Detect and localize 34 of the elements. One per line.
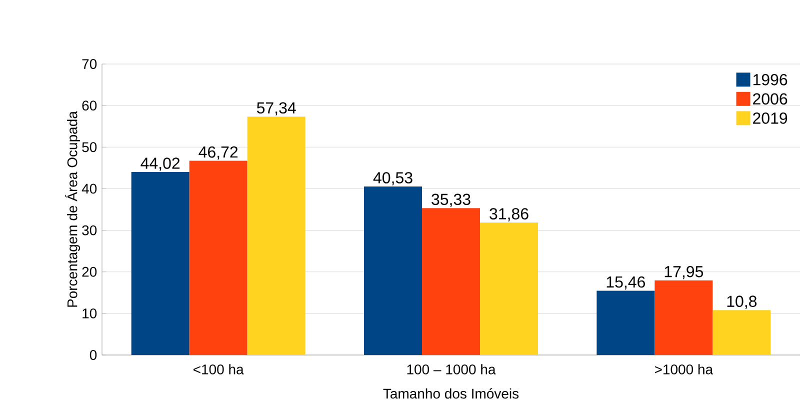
bar bbox=[189, 160, 248, 355]
data-label: 31,86 bbox=[490, 208, 528, 222]
y-tick-label: 10 bbox=[82, 308, 97, 318]
data-label: 46,72 bbox=[198, 146, 238, 160]
bar bbox=[480, 222, 538, 355]
y-tick-label: 70 bbox=[82, 59, 97, 69]
bar bbox=[654, 280, 713, 355]
y-tick-label: 50 bbox=[82, 142, 97, 152]
data-label: 44,02 bbox=[140, 158, 180, 171]
x-tick-label: <100 ha bbox=[194, 364, 244, 374]
y-tick-label: 60 bbox=[82, 100, 97, 111]
y-tick-label: 20 bbox=[82, 266, 97, 277]
bar bbox=[596, 290, 655, 355]
x-axis-title: Tamanho dos Imóveis bbox=[383, 388, 519, 399]
bar bbox=[247, 116, 306, 355]
y-tick-label: 30 bbox=[82, 225, 97, 236]
legend-label: 2006 bbox=[753, 93, 788, 105]
data-label: 17,95 bbox=[664, 266, 704, 280]
bar bbox=[364, 186, 422, 355]
x-tick-label: >1000 ha bbox=[654, 364, 714, 374]
y-tick-label: 40 bbox=[82, 184, 97, 194]
bar bbox=[131, 172, 190, 355]
legend-label: 2019 bbox=[753, 112, 788, 124]
data-label: 40,53 bbox=[373, 172, 412, 186]
data-label: 57,34 bbox=[256, 102, 296, 116]
data-label: 10,8 bbox=[727, 296, 757, 309]
bar bbox=[712, 310, 771, 355]
y-tick-label: 0 bbox=[90, 350, 97, 360]
y-axis-title: Porcentagem de Área Ocupada bbox=[64, 111, 80, 307]
bar bbox=[422, 208, 480, 355]
data-label: 15,46 bbox=[606, 276, 645, 290]
data-label: 35,33 bbox=[432, 194, 470, 207]
legend-label: 1996 bbox=[753, 74, 788, 86]
x-tick-label: 100 – 1000 ha bbox=[407, 364, 496, 374]
